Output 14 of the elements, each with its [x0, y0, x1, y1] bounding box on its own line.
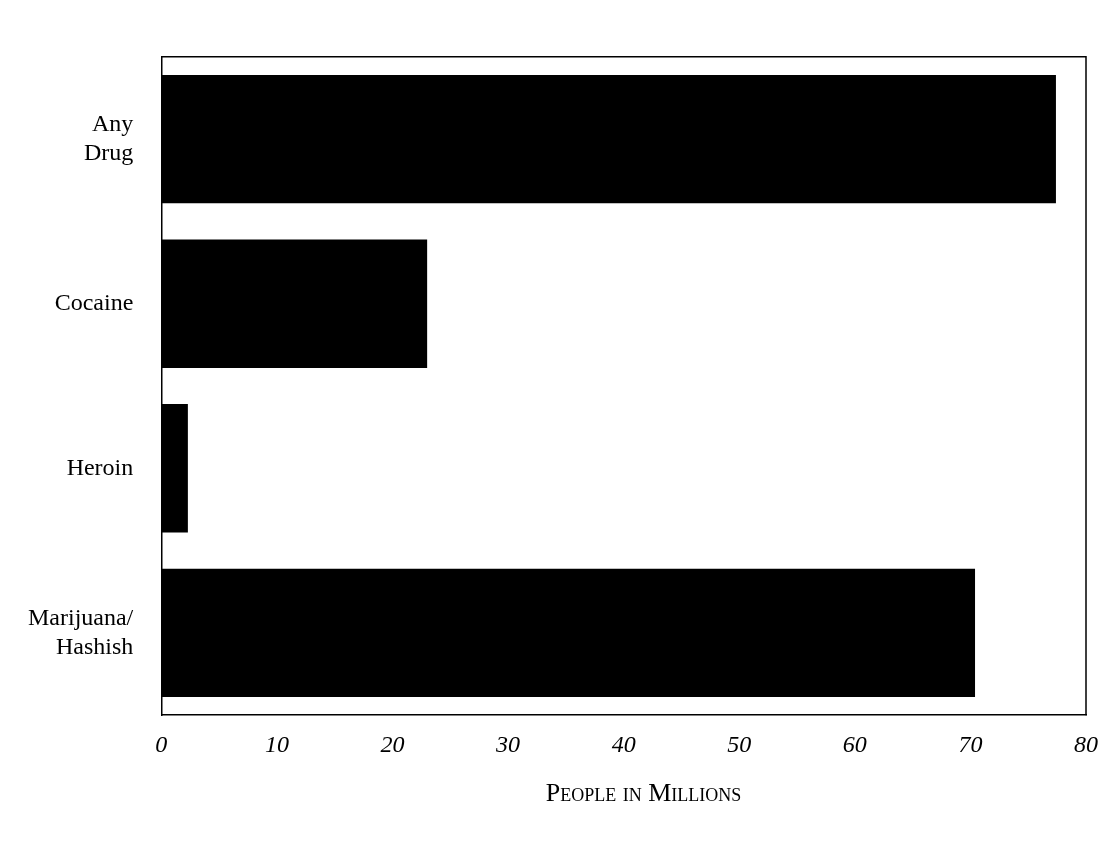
x-tick-label: 70	[958, 730, 983, 757]
x-tick-label: 10	[264, 730, 289, 757]
x-axis-title: People in Millions	[544, 778, 743, 808]
y-tick-label: Any Drug	[83, 110, 134, 165]
x-tick-label: 30	[495, 730, 521, 757]
y-tick-label: Cocaine	[54, 289, 134, 315]
x-tick-label: 80	[1074, 730, 1098, 757]
x-tick-label: 40	[611, 730, 636, 757]
x-tick-label: 0	[155, 730, 168, 757]
x-tick-label: 60	[842, 730, 867, 757]
y-tick-label: Marijuana/ Hashish	[28, 603, 134, 659]
x-tick-label: 50	[727, 730, 752, 757]
y-tick-label: Heroin	[66, 453, 134, 480]
x-tick-label: 20	[380, 730, 405, 757]
